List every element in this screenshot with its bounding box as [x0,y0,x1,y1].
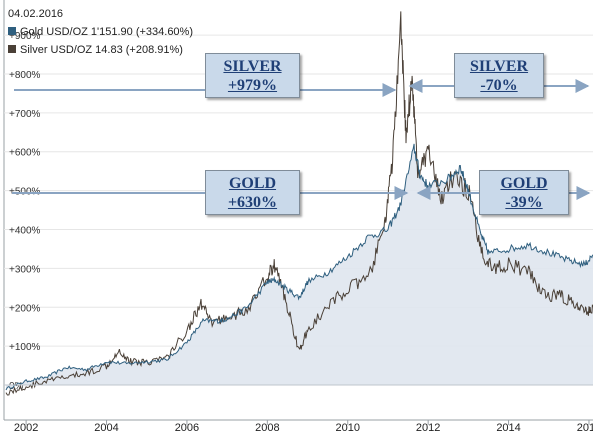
x-tick-label: 2010 [336,422,360,434]
legend-gold-label: Gold USD/OZ 1'151.90 (+334.60%) [20,26,193,38]
y-tick-label: +700% [9,109,41,120]
x-tick-label: 2016 [577,422,593,434]
gold-series-line [5,143,593,391]
callout-gold-fall-value: -39% [505,194,543,211]
callout-gold-rise-title: GOLD [228,175,277,192]
y-tick-label: 0% [9,381,24,392]
x-tick-label: 2008 [255,422,279,434]
x-tick-label: 2002 [14,422,38,434]
y-tick-label: +300% [9,264,41,275]
callout-gold-rise: GOLD +630% [205,170,300,215]
callout-gold-fall-title: GOLD [500,175,548,192]
legend-silver-label: Silver USD/OZ 14.83 (+208.91%) [20,44,183,56]
callout-silver-rise-value: +979% [227,77,278,94]
gold-area-fill [6,143,593,390]
callout-silver-fall-value: -70% [480,77,518,94]
y-tick-label: +100% [9,342,41,353]
y-tick-label: +900% [9,31,41,42]
legend-date: 04.02.2016 [8,8,64,20]
callout-silver-rise-title: SILVER [223,58,282,75]
x-tick-label: 2012 [416,422,440,434]
legend-item-silver: Silver USD/OZ 14.83 (+208.91%) [8,44,183,56]
callout-silver-fall-title: SILVER [469,58,529,75]
x-tick-label: 2006 [175,422,199,434]
y-tick-label: +600% [9,148,41,159]
gold-swatch-icon [8,27,16,35]
x-tick-label: 2004 [94,422,118,434]
silver-series-line [5,11,593,396]
y-tick-label: +400% [9,225,41,236]
callout-gold-fall: GOLD -39% [479,170,569,215]
x-tick-label: 2014 [496,422,520,434]
callout-gold-rise-value: +630% [227,194,278,211]
y-tick-label: +800% [9,70,41,81]
callout-silver-rise: SILVER +979% [205,53,300,98]
callout-silver-fall: SILVER -70% [454,53,544,98]
silver-swatch-icon [8,45,16,53]
legend-item-gold: Gold USD/OZ 1'151.90 (+334.60%) [8,26,193,38]
y-tick-label: +200% [9,303,41,314]
